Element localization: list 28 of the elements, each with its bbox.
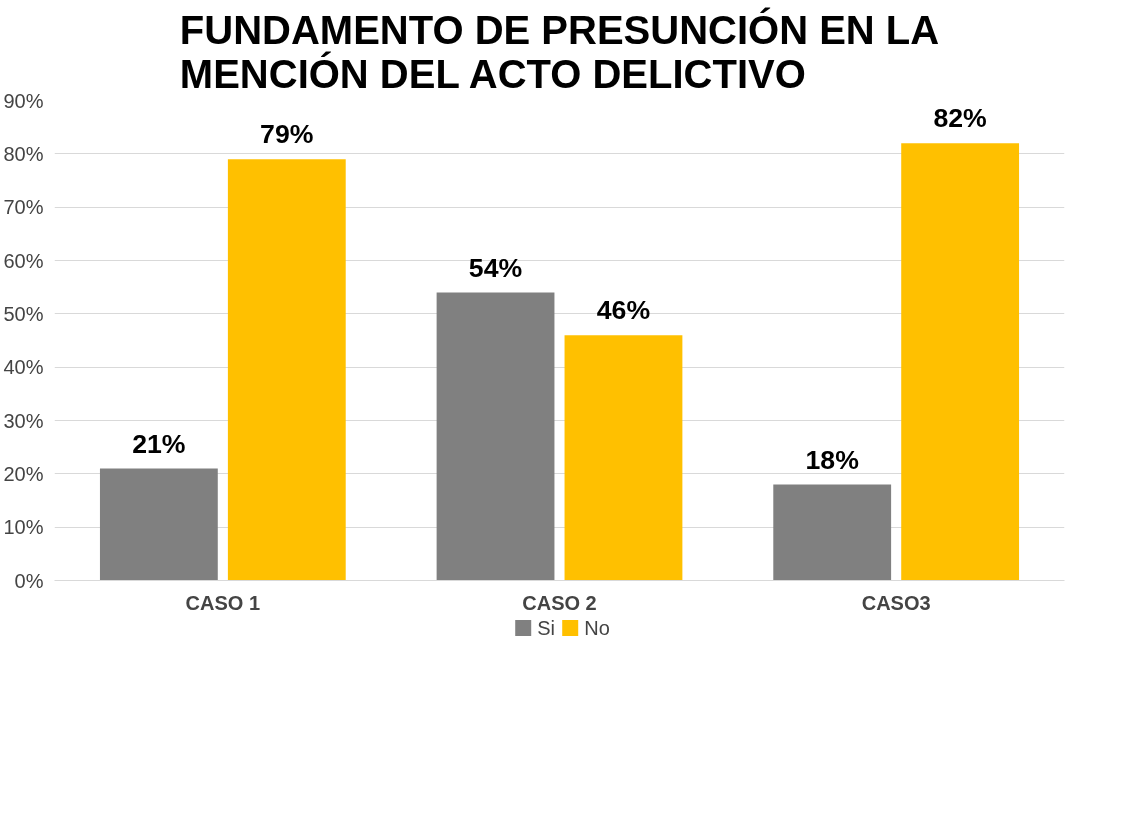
data-label: 18%: [805, 444, 859, 475]
x-tick-label: CASO 1: [185, 591, 261, 614]
x-tick-label: CASO3: [861, 591, 931, 614]
data-label: 79%: [260, 119, 314, 150]
y-tick-label: 10%: [3, 516, 44, 539]
bar: [901, 143, 1020, 581]
legend-label: Si: [537, 616, 556, 639]
y-tick-label: 30%: [3, 409, 44, 432]
bar: [227, 159, 346, 581]
y-tick-label: 20%: [3, 462, 44, 485]
y-tick-label: 80%: [3, 142, 44, 165]
chart-title: FUNDAMENTO DE PRESUNCIÓN EN LA MENCIÓN DEL ACTO DELICTIVO: [179, 6, 940, 96]
y-tick-label: 70%: [3, 196, 44, 219]
x-tick-label: CASO 2: [522, 591, 597, 614]
y-tick-label: 50%: [3, 302, 44, 325]
y-tick-label: 90%: [3, 89, 44, 112]
data-label: 82%: [933, 103, 987, 134]
data-label: 54%: [468, 252, 523, 283]
y-tick-label: 0%: [14, 569, 44, 592]
bar: [99, 468, 218, 581]
y-tick-label: 40%: [3, 356, 44, 379]
bar: [773, 484, 892, 581]
data-label: 21%: [132, 428, 186, 459]
data-label: 46%: [596, 295, 651, 326]
y-tick-label: 60%: [3, 249, 44, 272]
legend-label: No: [584, 616, 610, 639]
bar: [564, 335, 683, 581]
bar: [436, 292, 555, 581]
